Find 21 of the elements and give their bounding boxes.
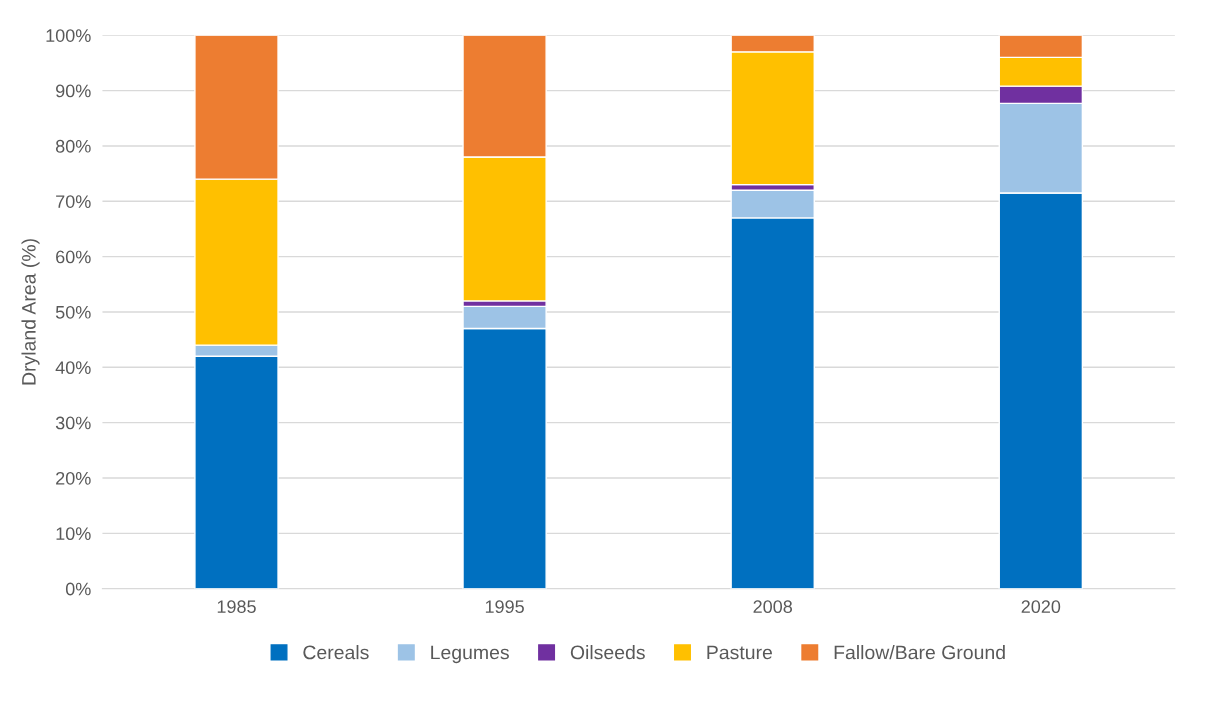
- y-tick-label: 90%: [56, 84, 91, 98]
- y-tick-label: 60%: [56, 250, 91, 264]
- legend-label: Fallow/Bare Ground: [834, 645, 1005, 660]
- legend-label: Cereals: [303, 645, 369, 660]
- y-tick-label: 50%: [55, 305, 91, 319]
- legend-label: Legumes: [431, 645, 509, 664]
- y-tick-label: 30%: [55, 416, 91, 430]
- legend-label: Pasture: [707, 645, 772, 660]
- y-axis-title: Dryland Area (%): [21, 239, 40, 385]
- legend-label: Oilseeds: [570, 645, 645, 660]
- y-tick-label: 40%: [55, 361, 91, 375]
- x-tick-label: 2008: [753, 600, 793, 614]
- x-tick-label: 1995: [485, 600, 524, 614]
- y-tick-label: 10%: [56, 527, 91, 541]
- y-tick-label: 20%: [56, 471, 91, 485]
- y-tick-label: 100%: [46, 29, 91, 42]
- y-tick-label: 0%: [65, 582, 91, 596]
- x-tick-label: 1985: [217, 600, 256, 614]
- y-tick-label: 80%: [55, 139, 91, 153]
- y-tick-label: 70%: [56, 195, 91, 208]
- x-tick-label: 2020: [1021, 600, 1061, 614]
